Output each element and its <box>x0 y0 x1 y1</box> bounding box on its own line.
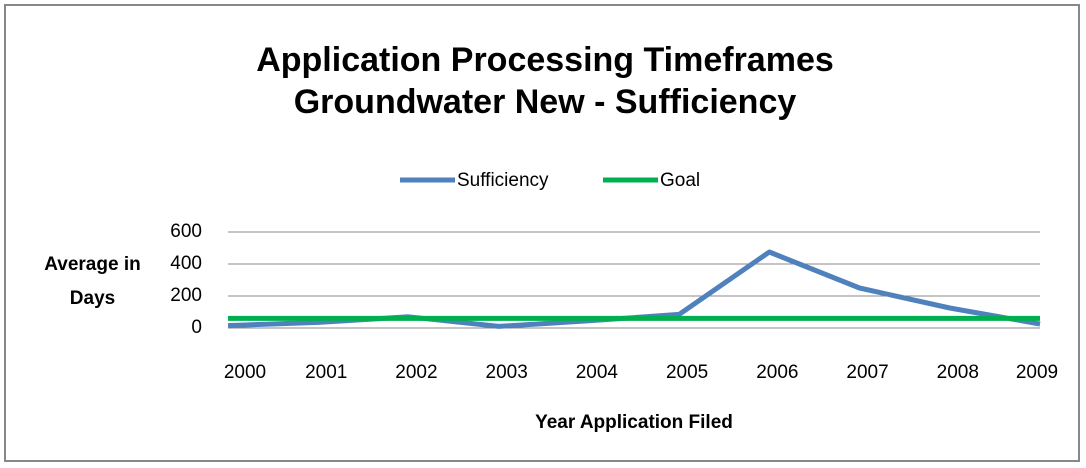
x-tick-label: 2004 <box>576 362 619 383</box>
x-tick-label: 2001 <box>305 362 347 383</box>
x-axis-label: Year Application Filed <box>535 412 733 433</box>
y-tick-label: 200 <box>170 285 202 306</box>
legend-label: Goal <box>660 170 700 191</box>
y-axis-label: Average in Days <box>44 254 141 309</box>
x-tick-label: 2008 <box>937 362 979 383</box>
legend-label: Sufficiency <box>457 170 549 191</box>
chart-title: Application Processing Timeframes <box>256 41 834 79</box>
chart-border <box>4 4 1080 462</box>
x-tick-label: 2002 <box>395 362 437 383</box>
y-tick-label: 400 <box>170 253 202 274</box>
x-tick-label: 2005 <box>666 362 708 383</box>
x-tick-label: 2007 <box>846 362 888 383</box>
x-tick-label: 2009 <box>1016 362 1058 383</box>
y-tick-label: 600 <box>170 221 202 242</box>
x-tick-label: 2006 <box>756 362 798 383</box>
y-tick-label: 0 <box>191 317 202 338</box>
x-tick-label: 2000 <box>224 362 266 383</box>
x-tick-label: 2003 <box>486 362 528 383</box>
chart-subtitle: Groundwater New - Sufficiency <box>294 83 797 121</box>
